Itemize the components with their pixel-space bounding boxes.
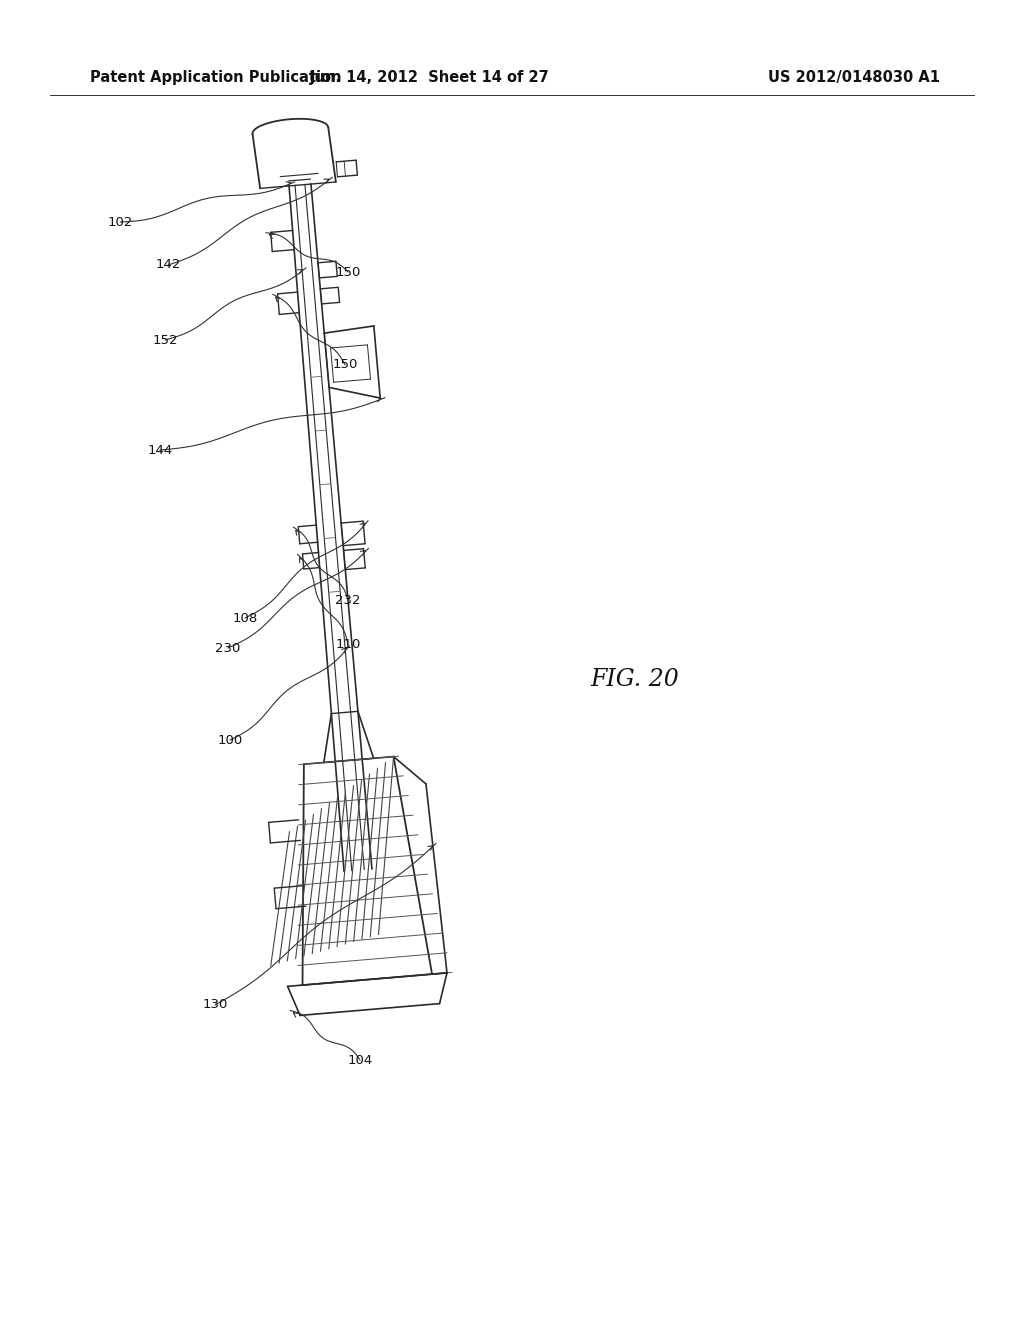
Text: Jun. 14, 2012  Sheet 14 of 27: Jun. 14, 2012 Sheet 14 of 27 <box>310 70 550 84</box>
Text: 104: 104 <box>347 1053 373 1067</box>
Text: 232: 232 <box>335 594 360 606</box>
Text: 230: 230 <box>215 642 241 655</box>
Text: 108: 108 <box>232 611 258 624</box>
Text: 150: 150 <box>333 359 357 371</box>
Text: 130: 130 <box>203 998 227 1011</box>
Text: Patent Application Publication: Patent Application Publication <box>90 70 341 84</box>
Text: 110: 110 <box>335 639 360 652</box>
Text: US 2012/0148030 A1: US 2012/0148030 A1 <box>768 70 940 84</box>
Text: 150: 150 <box>335 265 360 279</box>
Text: 102: 102 <box>108 215 133 228</box>
Text: 152: 152 <box>153 334 178 346</box>
Text: FIG. 20: FIG. 20 <box>591 668 679 692</box>
Text: 100: 100 <box>217 734 243 747</box>
Text: 144: 144 <box>147 444 173 457</box>
Text: 142: 142 <box>156 259 180 272</box>
